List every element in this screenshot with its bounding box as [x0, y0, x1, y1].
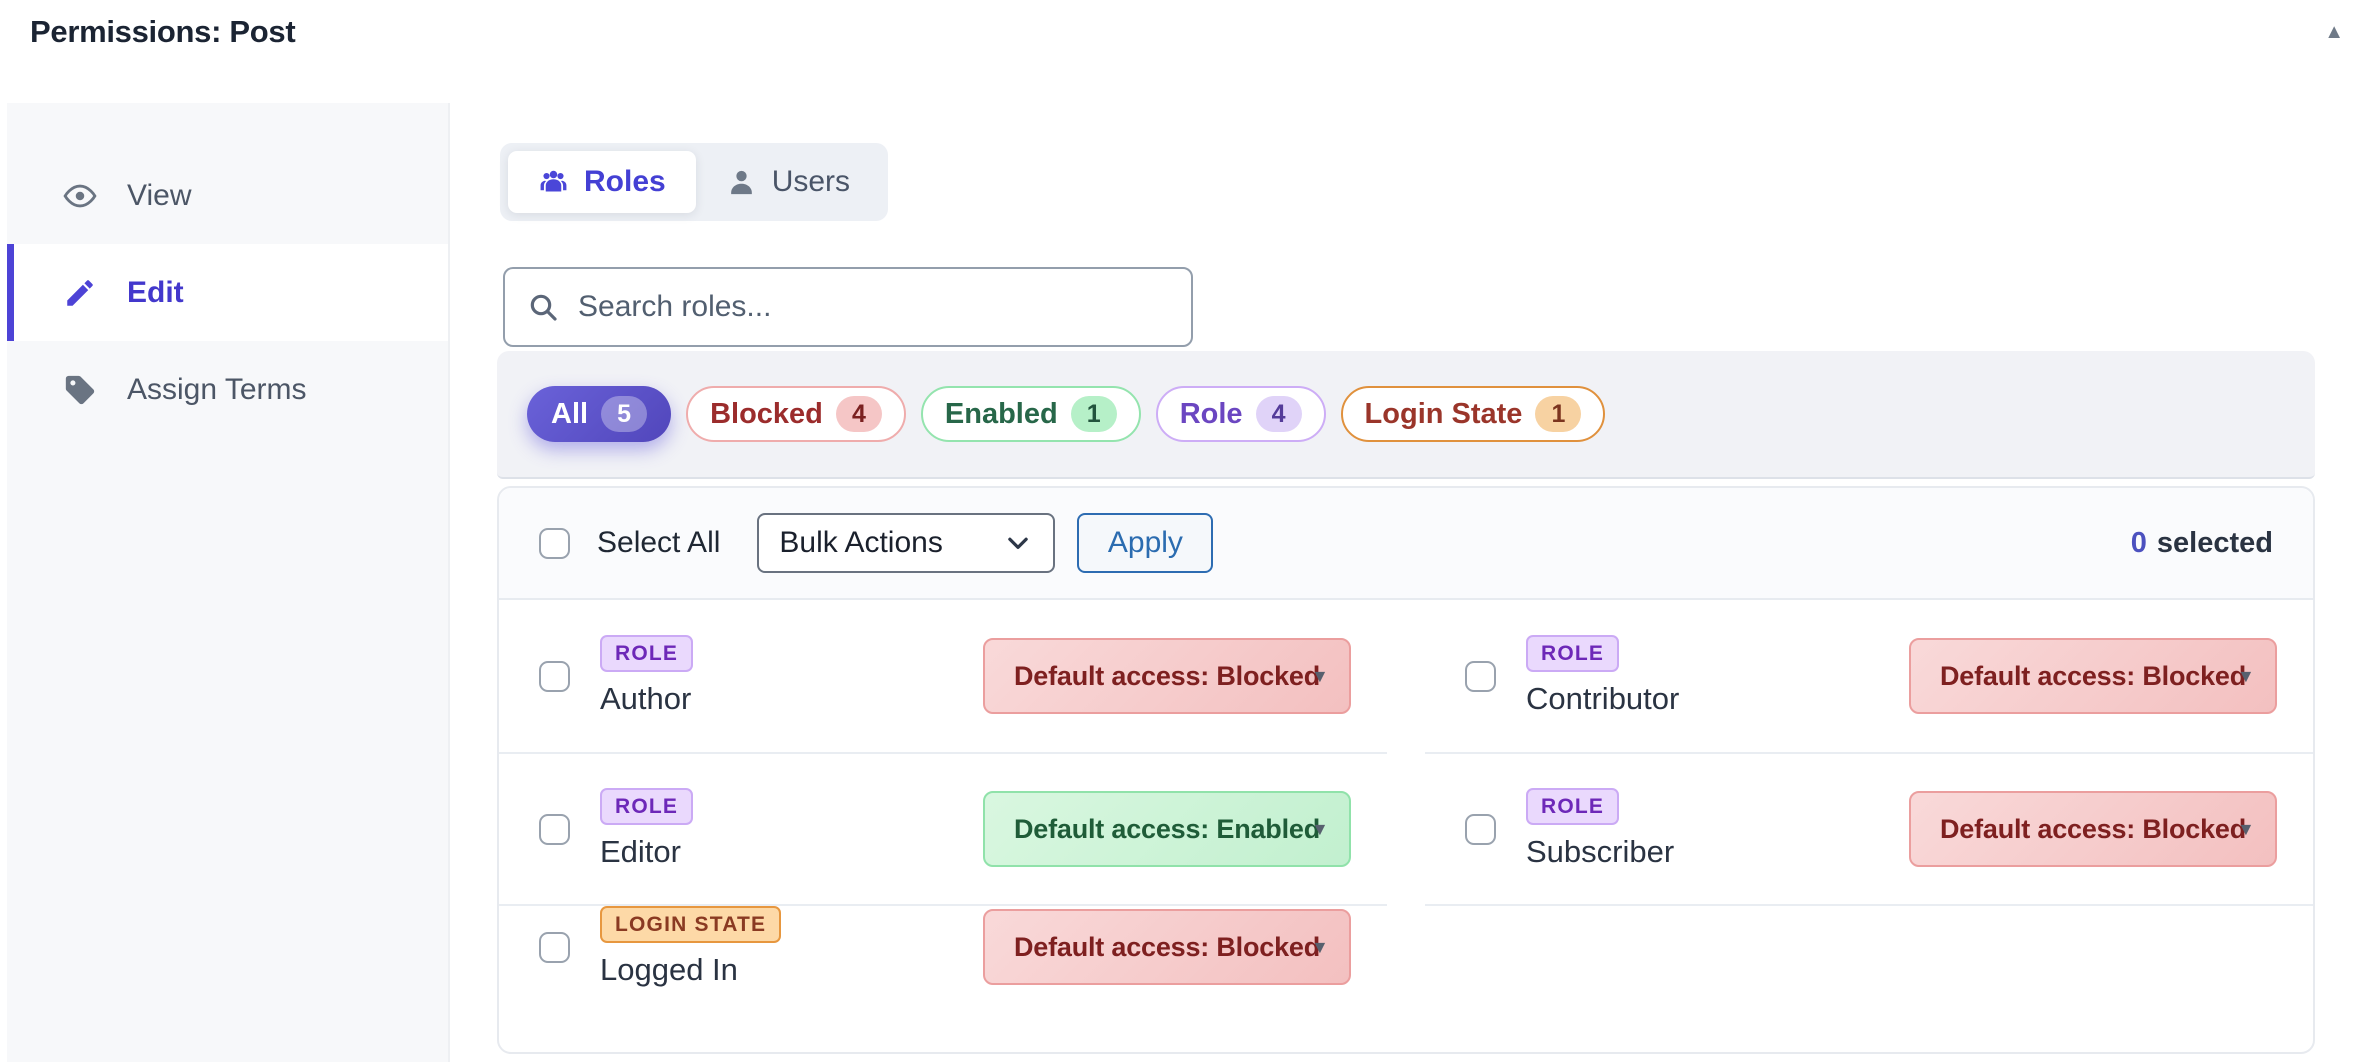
access-label: Default access: Blocked — [1013, 931, 1321, 962]
filter-count-badge: 4 — [835, 396, 882, 432]
role-name: Logged In — [600, 952, 738, 988]
filter-pill-enabled[interactable]: Enabled 1 — [920, 386, 1141, 442]
bulk-actions-select[interactable]: Bulk Actions — [757, 513, 1056, 573]
dropdown-arrow-icon: ▾ — [1314, 935, 1326, 959]
chevron-down-icon — [1003, 528, 1033, 558]
collapse-panel-icon[interactable]: ▲ — [2324, 21, 2344, 43]
dropdown-arrow-icon: ▾ — [2240, 817, 2252, 841]
role-type-badge: ROLE — [600, 787, 694, 826]
role-checkbox[interactable] — [539, 660, 570, 692]
eye-icon — [63, 179, 97, 213]
role-info: ROLE Author — [600, 634, 694, 717]
role-type-badge: ROLE — [1526, 787, 1620, 826]
role-info: ROLE Editor — [600, 787, 694, 870]
sidebar: View Edit Assign Terms — [7, 103, 450, 1062]
page-title: Permissions: Post — [30, 14, 296, 49]
sidebar-item-label: Assign Terms — [127, 372, 307, 406]
role-row-logged-in: LOGIN STATE Logged In Default access: Bl… — [499, 906, 1387, 988]
search-input[interactable] — [576, 289, 1169, 325]
filter-pill-login-state[interactable]: Login State 1 — [1340, 386, 1606, 442]
sidebar-item-assign-terms[interactable]: Assign Terms — [7, 341, 448, 438]
selected-count-number: 0 — [2130, 526, 2147, 559]
sidebar-item-label: View — [127, 178, 192, 212]
role-name: Author — [600, 681, 692, 717]
access-label: Default access: Blocked — [1939, 660, 2247, 691]
default-access-dropdown[interactable]: Default access: Blocked ▾ — [1909, 791, 2277, 867]
role-row-editor: ROLE Editor Default access: Enabled ▾ — [499, 754, 1387, 906]
sidebar-item-label: Edit — [127, 275, 184, 309]
role-info: ROLE Subscriber — [1526, 787, 1675, 870]
select-all-checkbox[interactable] — [539, 527, 570, 559]
default-access-dropdown[interactable]: Default access: Blocked ▾ — [1909, 638, 2277, 714]
default-access-dropdown[interactable]: Default access: Blocked ▾ — [983, 638, 1351, 714]
filter-label: Blocked — [710, 397, 823, 430]
user-icon — [726, 167, 757, 198]
roles-card: Select All Bulk Actions Apply 0 selected … — [497, 486, 2315, 1054]
filter-pill-role[interactable]: Role 4 — [1155, 386, 1326, 442]
filter-count-badge: 1 — [1535, 396, 1582, 432]
role-info: LOGIN STATE Logged In — [600, 906, 782, 988]
filter-pill-all[interactable]: All 5 — [527, 386, 672, 442]
filter-label: All — [551, 397, 589, 430]
role-name: Subscriber — [1526, 834, 1675, 870]
role-name: Editor — [600, 834, 681, 870]
default-access-dropdown[interactable]: Default access: Blocked ▾ — [983, 909, 1351, 986]
tab-roles[interactable]: Roles — [508, 151, 696, 213]
role-type-badge: ROLE — [1526, 634, 1620, 673]
filter-count-badge: 1 — [1070, 396, 1117, 432]
role-row-author: ROLE Author Default access: Blocked ▾ — [499, 600, 1387, 754]
filter-label: Login State — [1364, 397, 1523, 430]
roles-users-tablist: Roles Users — [500, 143, 889, 221]
tab-users[interactable]: Users — [696, 151, 880, 213]
sidebar-item-view[interactable]: View — [7, 147, 448, 244]
pencil-icon — [63, 276, 97, 310]
apply-button[interactable]: Apply — [1077, 513, 1214, 573]
select-all-label: Select All — [597, 526, 721, 559]
filter-count-badge: 4 — [1255, 396, 1302, 432]
role-grid: ROLE Author Default access: Blocked ▾ RO… — [499, 600, 2313, 988]
search-box — [503, 267, 1193, 347]
sidebar-item-edit[interactable]: Edit — [7, 244, 448, 341]
role-type-badge: LOGIN STATE — [600, 906, 782, 944]
default-access-dropdown[interactable]: Default access: Enabled ▾ — [983, 791, 1351, 867]
dropdown-arrow-icon: ▾ — [2240, 664, 2252, 688]
selected-count-label: selected — [2156, 526, 2273, 559]
role-info: ROLE Contributor — [1526, 634, 1680, 717]
search-icon — [527, 291, 559, 323]
access-label: Default access: Blocked — [1013, 660, 1321, 691]
empty-cell — [1425, 906, 2313, 988]
filter-label: Role — [1179, 397, 1243, 430]
role-name: Contributor — [1526, 681, 1680, 717]
access-label: Default access: Enabled — [1013, 813, 1321, 844]
selected-count: 0 selected — [2131, 527, 2273, 560]
tab-label: Users — [771, 165, 851, 198]
role-checkbox[interactable] — [1465, 813, 1496, 845]
tab-label: Roles — [584, 165, 666, 198]
role-checkbox[interactable] — [539, 931, 570, 963]
filter-count-badge: 5 — [601, 396, 648, 432]
role-row-subscriber: ROLE Subscriber Default access: Blocked … — [1425, 754, 2313, 906]
bulk-actions-row: Select All Bulk Actions Apply 0 selected — [499, 488, 2313, 600]
dropdown-arrow-icon: ▾ — [1314, 817, 1326, 841]
filter-pill-blocked[interactable]: Blocked 4 — [686, 386, 906, 442]
tag-icon — [63, 373, 97, 407]
role-checkbox[interactable] — [1465, 660, 1496, 692]
bulk-actions-value: Bulk Actions — [779, 526, 943, 559]
filter-band: All 5 Blocked 4 Enabled 1 Role 4 Login S… — [497, 351, 2315, 479]
people-icon — [538, 167, 569, 198]
role-checkbox[interactable] — [539, 813, 570, 845]
dropdown-arrow-icon: ▾ — [1314, 664, 1326, 688]
filter-label: Enabled — [944, 397, 1058, 430]
role-type-badge: ROLE — [600, 634, 694, 673]
access-label: Default access: Blocked — [1939, 813, 2247, 844]
role-row-contributor: ROLE Contributor Default access: Blocked… — [1425, 600, 2313, 754]
